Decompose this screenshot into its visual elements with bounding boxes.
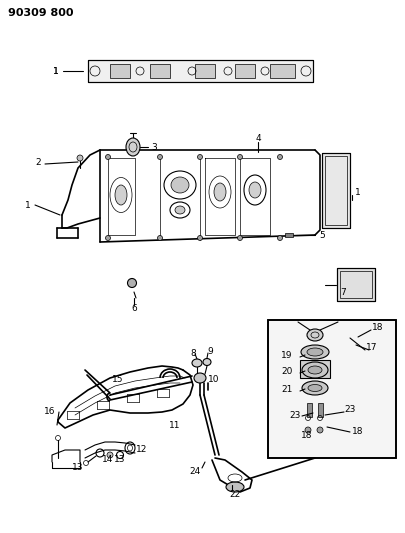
Text: 21: 21 [281, 385, 292, 394]
Ellipse shape [213, 183, 226, 201]
Bar [267, 320, 395, 458]
Text: 17: 17 [365, 343, 377, 352]
Text: 4: 4 [255, 133, 260, 142]
Bar [88, 60, 312, 82]
Text: 24: 24 [189, 467, 200, 477]
Ellipse shape [316, 427, 322, 433]
Ellipse shape [115, 185, 127, 205]
Text: 18: 18 [371, 324, 383, 333]
Text: 22: 22 [229, 490, 240, 499]
Ellipse shape [237, 236, 242, 240]
Bar [321, 153, 349, 228]
Ellipse shape [157, 236, 162, 240]
Text: 2: 2 [35, 157, 41, 166]
Ellipse shape [127, 279, 136, 287]
Text: 9: 9 [207, 346, 212, 356]
Text: 15: 15 [112, 376, 124, 384]
Text: 1: 1 [354, 188, 360, 197]
Text: 12: 12 [136, 446, 147, 455]
Text: 20: 20 [281, 367, 292, 376]
Text: 18: 18 [352, 427, 363, 437]
Ellipse shape [226, 482, 243, 492]
Text: 11: 11 [169, 421, 180, 430]
Ellipse shape [237, 155, 242, 159]
Bar [306, 403, 311, 417]
Ellipse shape [197, 155, 202, 159]
Text: 18: 18 [301, 431, 312, 440]
Text: 1: 1 [25, 200, 31, 209]
Ellipse shape [197, 236, 202, 240]
Bar [321, 153, 349, 228]
Ellipse shape [105, 236, 110, 240]
Ellipse shape [77, 155, 83, 161]
Ellipse shape [307, 366, 321, 374]
Bar [110, 64, 130, 78]
Ellipse shape [301, 381, 327, 395]
Bar [149, 64, 170, 78]
Text: 1: 1 [53, 67, 59, 76]
Ellipse shape [304, 427, 310, 433]
Ellipse shape [107, 452, 113, 458]
Ellipse shape [194, 373, 205, 383]
Text: 13: 13 [72, 464, 83, 472]
Text: 23: 23 [289, 410, 300, 419]
Text: 10: 10 [208, 376, 219, 384]
Ellipse shape [248, 182, 260, 198]
Bar [88, 60, 312, 82]
Bar [336, 268, 374, 301]
Ellipse shape [202, 359, 211, 366]
Text: 6: 6 [131, 303, 136, 312]
Ellipse shape [126, 138, 140, 156]
Text: 90309 800: 90309 800 [8, 8, 73, 18]
Ellipse shape [192, 359, 202, 367]
Text: 23: 23 [343, 406, 355, 415]
Text: 19: 19 [281, 351, 292, 360]
Text: 16: 16 [44, 408, 55, 416]
Ellipse shape [300, 345, 328, 359]
Ellipse shape [306, 329, 322, 341]
Bar [269, 64, 294, 78]
Text: 14: 14 [102, 456, 113, 464]
Text: 1: 1 [53, 67, 59, 76]
Bar [317, 403, 322, 417]
Text: 5: 5 [318, 230, 324, 239]
Ellipse shape [171, 177, 189, 193]
Ellipse shape [301, 362, 327, 378]
Text: 13: 13 [114, 456, 126, 464]
Bar [339, 271, 371, 298]
Bar [267, 320, 395, 458]
Bar [194, 64, 215, 78]
Bar [324, 156, 346, 225]
Ellipse shape [105, 155, 110, 159]
Ellipse shape [277, 236, 282, 240]
Ellipse shape [277, 155, 282, 159]
Ellipse shape [175, 206, 185, 214]
Text: 7: 7 [339, 287, 345, 296]
Text: 8: 8 [190, 349, 195, 358]
Ellipse shape [307, 384, 321, 392]
Bar [234, 64, 254, 78]
Bar [299, 360, 329, 378]
Bar [284, 233, 292, 237]
Text: 3: 3 [151, 142, 156, 151]
Ellipse shape [157, 155, 162, 159]
Bar [336, 268, 374, 301]
Ellipse shape [306, 348, 322, 356]
